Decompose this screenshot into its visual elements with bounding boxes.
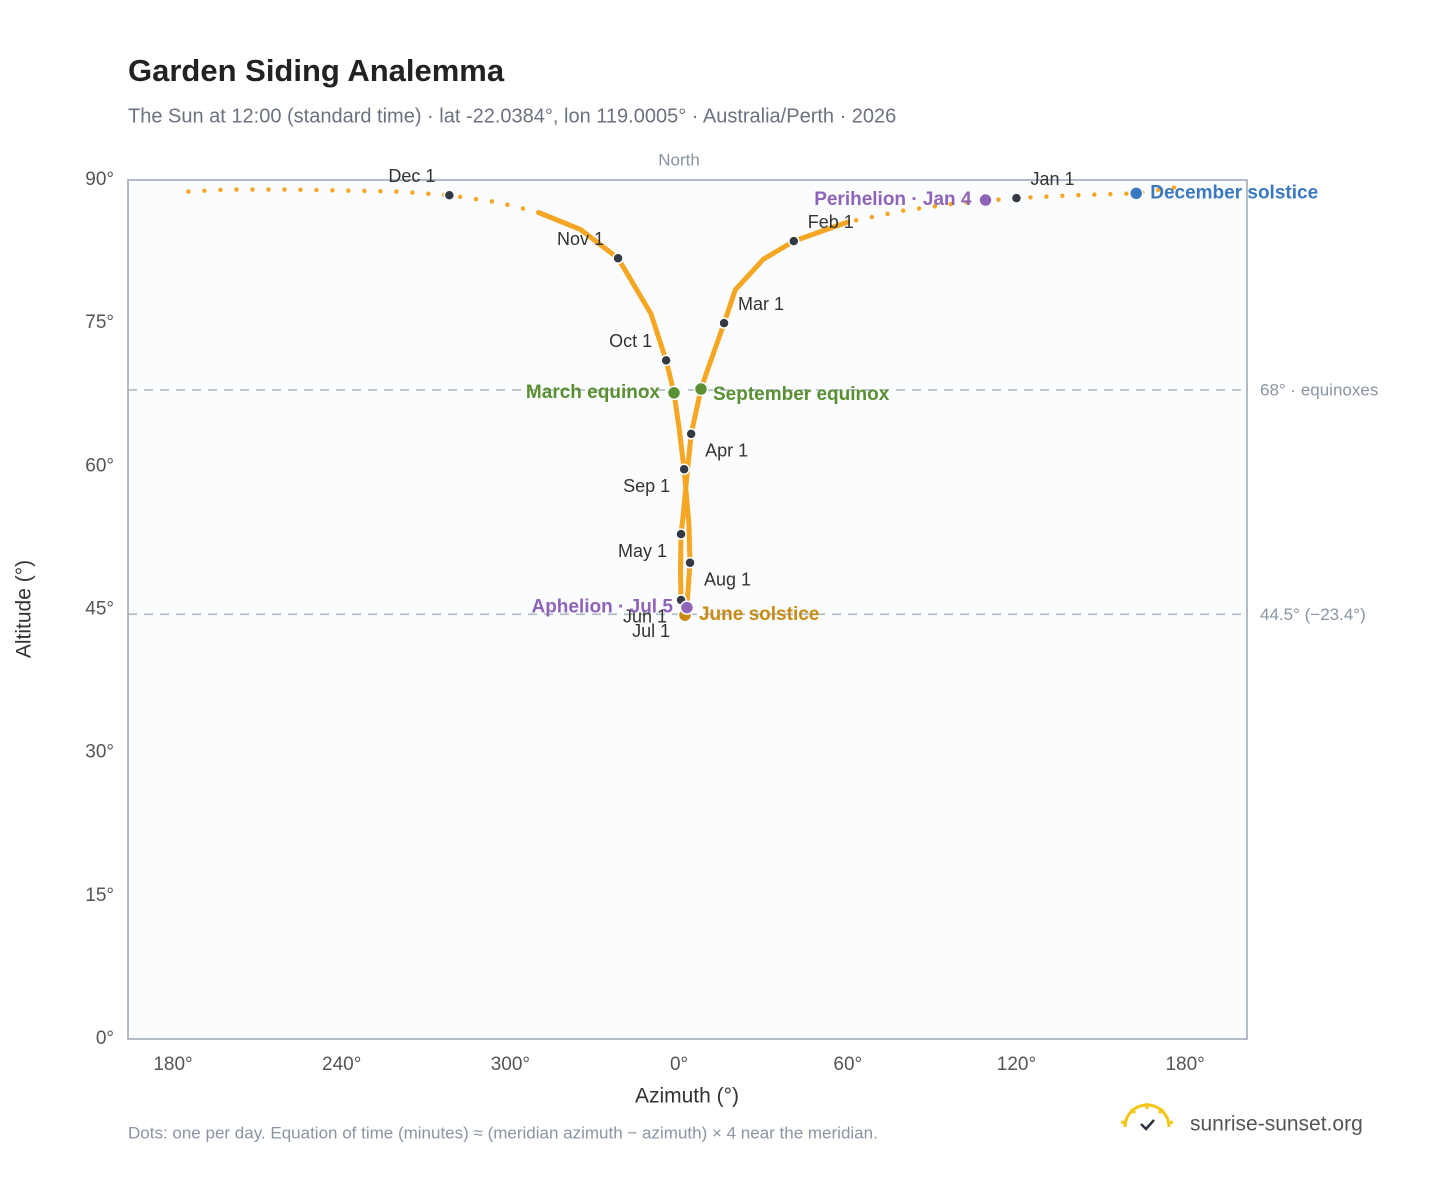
- reference-label: 44.5° (−23.4°): [1260, 605, 1366, 624]
- event-marker: [693, 381, 709, 397]
- date-marker: [685, 428, 697, 440]
- event-marker: [666, 385, 682, 401]
- brand-logo: [1120, 1103, 1174, 1131]
- footnote: Dots: one per day. Equation of time (min…: [128, 1123, 878, 1142]
- date-marker: [675, 528, 687, 540]
- event-label: Perihelion · Jan 4: [814, 189, 972, 210]
- date-label: Dec 1: [388, 166, 435, 186]
- date-label: Aug 1: [704, 569, 751, 589]
- event-marker: [978, 192, 993, 208]
- date-marker: [678, 463, 690, 475]
- analemma-curve: [185, 187, 541, 215]
- y-tick-label: 90°: [85, 169, 114, 190]
- x-tick-label: 300°: [491, 1054, 530, 1075]
- date-label: Apr 1: [705, 441, 748, 461]
- y-tick-label: 45°: [85, 599, 114, 620]
- y-tick-label: 30°: [85, 742, 114, 763]
- date-label: Sep 1: [623, 476, 670, 496]
- event-label: December solstice: [1150, 182, 1318, 203]
- date-label: Feb 1: [808, 212, 854, 232]
- y-axis-label: Altitude (°): [13, 560, 36, 658]
- date-marker: [443, 189, 456, 202]
- y-tick-label: 60°: [85, 455, 114, 476]
- x-tick-label: 120°: [997, 1054, 1036, 1075]
- y-tick-label: 75°: [85, 312, 114, 333]
- y-tick-label: 15°: [85, 885, 114, 906]
- event-marker: [679, 600, 695, 615]
- chart-title: Garden Siding Analemma: [128, 53, 505, 88]
- chart-subtitle: The Sun at 12:00 (standard time) · lat -…: [128, 105, 896, 127]
- x-tick-label: 180°: [1165, 1054, 1204, 1075]
- date-marker: [718, 317, 730, 329]
- date-marker: [612, 252, 624, 265]
- y-tick-label: 0°: [96, 1028, 114, 1049]
- date-label: Oct 1: [609, 331, 652, 351]
- date-marker: [684, 556, 696, 569]
- event-label: September equinox: [713, 384, 890, 405]
- date-label: Nov 1: [557, 229, 604, 249]
- reference-label: 68° · equinoxes: [1260, 380, 1378, 399]
- date-label: Jul 1: [632, 621, 670, 641]
- x-tick-label: 180°: [153, 1054, 192, 1075]
- event-marker: [1128, 186, 1144, 201]
- date-label: Mar 1: [738, 294, 784, 314]
- x-tick-label: 60°: [833, 1054, 862, 1075]
- date-marker: [660, 354, 672, 367]
- x-tick-label: 0°: [670, 1054, 688, 1075]
- date-marker: [1010, 192, 1023, 204]
- event-label: June solstice: [699, 604, 819, 625]
- plot-frame: [127, 179, 1248, 1040]
- north-label: North: [658, 150, 700, 169]
- date-label: Jun 1: [623, 607, 667, 627]
- brand-name: sunrise-sunset.org: [1190, 1113, 1363, 1136]
- x-tick-label: 240°: [322, 1054, 361, 1075]
- date-label: May 1: [618, 541, 667, 561]
- event-label: March equinox: [526, 382, 661, 403]
- date-label: Jan 1: [1030, 169, 1074, 189]
- x-axis-label: Azimuth (°): [635, 1085, 739, 1108]
- date-marker: [788, 235, 800, 247]
- event-label: Aphelion · Jul 5: [531, 597, 673, 618]
